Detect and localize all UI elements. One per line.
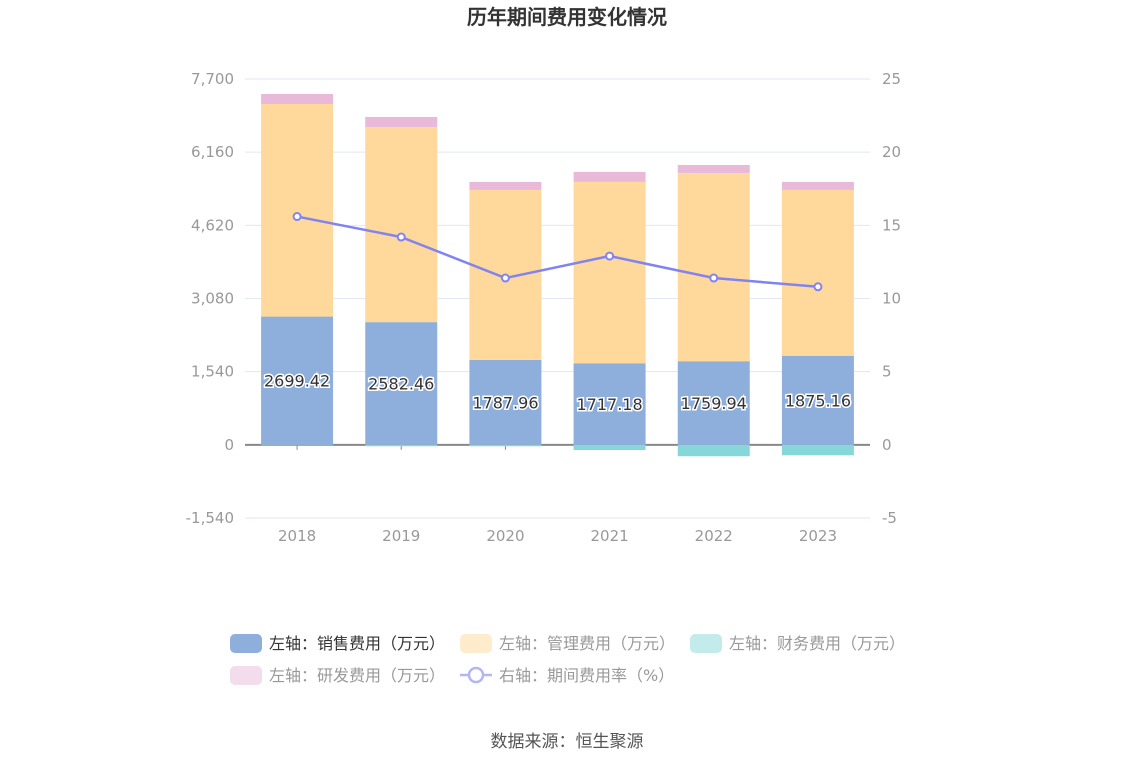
source-text: 数据来源：恒生聚源	[491, 732, 644, 752]
right-tick-label: 25	[882, 70, 901, 88]
legend-label: 左轴：销售费用（万元）	[269, 634, 445, 653]
bar-data-label: 1787.96	[472, 393, 538, 412]
bar-segment	[469, 444, 542, 447]
bar-data-label: 1875.16	[785, 391, 851, 410]
bar-segment	[469, 359, 542, 445]
bar-data-label: 1717.18	[576, 395, 642, 414]
x-tick-label: 2023	[799, 527, 837, 545]
rate-point	[813, 282, 823, 292]
bar-segment	[365, 444, 438, 447]
x-tick-label: 2022	[695, 527, 733, 545]
legend-label: 左轴：研发费用（万元）	[269, 666, 445, 685]
legend-swatch	[690, 634, 722, 653]
left-tick-label: 1,540	[191, 363, 234, 381]
legend-marker	[467, 666, 485, 684]
right-tick-label: 10	[882, 290, 901, 308]
rate-point	[605, 251, 615, 261]
left-tick-label: 3,080	[191, 290, 234, 308]
bar-segment	[677, 172, 750, 362]
bar-segment	[781, 181, 854, 190]
bar-segment	[677, 164, 750, 173]
bar-segment	[573, 181, 646, 364]
bar-segment	[365, 126, 438, 323]
legend-label: 右轴：期间费用率（%）	[499, 666, 674, 685]
x-tick-label: 2019	[382, 527, 420, 545]
bar-segment	[573, 444, 646, 451]
x-tick-label: 2020	[486, 527, 524, 545]
x-tick-label: 2021	[590, 527, 628, 545]
bar-segment	[261, 316, 334, 445]
bar-segment	[261, 444, 334, 446]
bar-data-label: 1759.94	[681, 394, 747, 413]
bar-segment	[781, 355, 854, 445]
right-tick-label: 0	[882, 436, 892, 454]
right-tick-label: -5	[882, 509, 897, 527]
legend-swatch	[230, 666, 262, 685]
bar-segment	[469, 181, 542, 190]
bar-segment	[573, 363, 646, 445]
bar-segment	[365, 116, 438, 127]
chart-title: 历年期间费用变化情况	[467, 5, 667, 29]
bar-segment	[781, 444, 854, 456]
legend-label: 左轴：财务费用（万元）	[729, 634, 905, 653]
bar-segment	[261, 103, 334, 317]
bar-data-label: 2699.42	[264, 372, 330, 391]
rate-line	[296, 215, 819, 289]
bar-data-label: 2582.46	[368, 374, 434, 393]
legend-swatch	[230, 634, 262, 653]
left-tick-label: 6,160	[191, 143, 234, 161]
left-tick-label: -1,540	[186, 509, 234, 527]
left-tick-label: 0	[224, 436, 234, 454]
bar-segment	[365, 322, 438, 445]
bar-segment	[261, 93, 334, 104]
bar-segment	[573, 171, 646, 182]
right-tick-label: 15	[882, 216, 901, 234]
bar-segment	[677, 361, 750, 445]
legend-label: 左轴：管理费用（万元）	[499, 634, 675, 653]
left-tick-label: 7,700	[191, 70, 234, 88]
bar-segment	[677, 444, 750, 457]
rate-point	[396, 232, 406, 242]
right-tick-label: 5	[882, 363, 892, 381]
rate-point	[500, 273, 510, 283]
rate-point	[292, 212, 302, 222]
left-tick-label: 4,620	[191, 216, 234, 234]
rate-point	[709, 273, 719, 283]
bar-segment	[781, 189, 854, 356]
x-tick-label: 2018	[278, 527, 316, 545]
legend-swatch	[460, 634, 492, 653]
right-tick-label: 20	[882, 143, 901, 161]
